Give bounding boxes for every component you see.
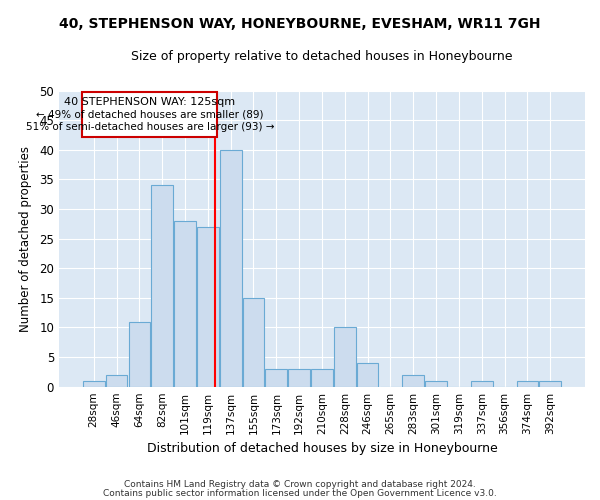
Bar: [197, 227, 218, 386]
Bar: [242, 298, 265, 386]
Bar: [151, 186, 173, 386]
Text: 40 STEPHENSON WAY: 125sqm: 40 STEPHENSON WAY: 125sqm: [64, 98, 235, 108]
Text: 51% of semi-detached houses are larger (93) →: 51% of semi-detached houses are larger (…: [26, 122, 274, 132]
Text: ← 49% of detached houses are smaller (89): ← 49% of detached houses are smaller (89…: [36, 109, 263, 119]
Text: Contains HM Land Registry data © Crown copyright and database right 2024.: Contains HM Land Registry data © Crown c…: [124, 480, 476, 489]
Bar: [425, 381, 447, 386]
Bar: [311, 369, 333, 386]
Bar: [357, 363, 379, 386]
Bar: [83, 381, 104, 386]
Text: 40, STEPHENSON WAY, HONEYBOURNE, EVESHAM, WR11 7GH: 40, STEPHENSON WAY, HONEYBOURNE, EVESHAM…: [59, 18, 541, 32]
Bar: [128, 322, 150, 386]
Bar: [403, 375, 424, 386]
X-axis label: Distribution of detached houses by size in Honeybourne: Distribution of detached houses by size …: [146, 442, 497, 455]
Bar: [471, 381, 493, 386]
Title: Size of property relative to detached houses in Honeybourne: Size of property relative to detached ho…: [131, 50, 513, 63]
Bar: [106, 375, 127, 386]
Bar: [174, 221, 196, 386]
Bar: [539, 381, 561, 386]
Bar: [220, 150, 242, 386]
Bar: [517, 381, 538, 386]
Y-axis label: Number of detached properties: Number of detached properties: [19, 146, 32, 332]
Text: Contains public sector information licensed under the Open Government Licence v3: Contains public sector information licen…: [103, 488, 497, 498]
Bar: [289, 369, 310, 386]
Bar: [82, 92, 217, 137]
Bar: [334, 328, 356, 386]
Bar: [265, 369, 287, 386]
